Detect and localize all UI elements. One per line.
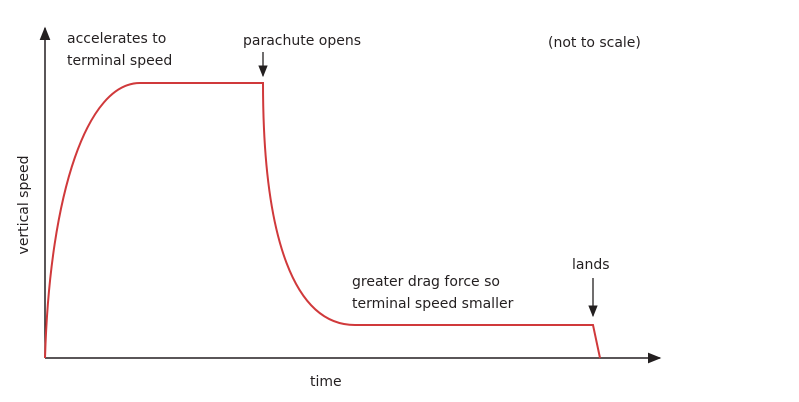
annotation: terminal speed <box>67 53 172 69</box>
speed-curve <box>44 82 601 359</box>
y-axis-label: vertical speed <box>16 156 32 255</box>
note: (not to scale) <box>548 35 641 51</box>
annotation: lands <box>572 257 610 273</box>
annotation: parachute opens <box>243 33 361 49</box>
annotation: greater drag force so <box>352 274 500 290</box>
annotation: terminal speed smaller <box>352 296 514 312</box>
x-axis-label: time <box>310 374 342 390</box>
annotation: accelerates to <box>67 31 166 47</box>
